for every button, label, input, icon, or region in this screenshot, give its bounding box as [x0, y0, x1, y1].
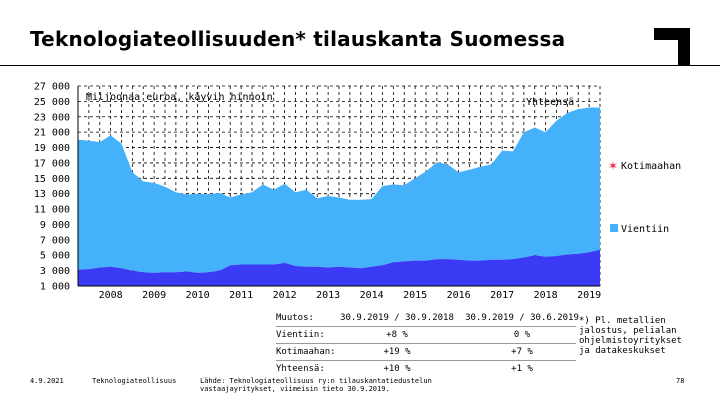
table-cell: +7 % [511, 347, 533, 357]
x-tick-label: 2015 [403, 290, 427, 301]
page-number: 78 [676, 377, 685, 385]
table-header-col1: 30.9.2019 / 30.9.2018 [340, 313, 454, 323]
brand-logo-icon [654, 28, 690, 66]
footnote: *) Pl. metallien jalostus, pelialan ohje… [579, 316, 682, 356]
y-tick-label: 19 000 [34, 143, 70, 154]
x-tick-label: 2016 [447, 290, 471, 301]
footer-org: Teknologiateollisuus [92, 377, 177, 385]
y-tick-label: 17 000 [34, 158, 70, 169]
y-tick-label: 23 000 [34, 112, 70, 123]
y-tick-label: 1 000 [40, 282, 70, 293]
table-header-label: Muutos: [276, 313, 314, 323]
table-row-label: Vientiin: [276, 330, 325, 340]
y-tick-label: 9 000 [40, 220, 70, 231]
x-tick-label: 2011 [229, 290, 253, 301]
y-tick-label: 5 000 [40, 251, 70, 262]
y-tick-label: 15 000 [34, 174, 70, 185]
change-table: Muutos: 30.9.2019 / 30.9.2018 30.9.2019 … [276, 310, 579, 378]
table-cell: 0 % [513, 330, 531, 340]
legend-label-domestic: Kotimaahan [621, 161, 681, 172]
domestic-area [78, 249, 600, 286]
footer-source: Lähde: Teknologiateollisuus ry:n tilausk… [200, 377, 432, 393]
x-tick-label: 2018 [534, 290, 558, 301]
legend-marker-export [610, 224, 618, 232]
y-tick-label: 7 000 [40, 235, 70, 246]
y-tick-label: 3 000 [40, 266, 70, 277]
table-header-row: Muutos: 30.9.2019 / 30.9.2018 30.9.2019 … [276, 310, 579, 327]
table-cell: +19 % [383, 347, 411, 357]
table-row: Yhteensä: +10 % +1 % [276, 361, 576, 378]
x-tick-label: 2017 [490, 290, 514, 301]
x-tick-label: 2014 [360, 290, 384, 301]
table-row: Kotimaahan: +19 % +7 % [276, 344, 576, 361]
x-tick-label: 2019 [577, 290, 601, 301]
header-divider [0, 65, 720, 66]
export-area [78, 107, 600, 273]
y-tick-label: 13 000 [34, 189, 70, 200]
table-header-col2: 30.9.2019 / 30.6.2019 [465, 313, 579, 323]
y-tick-label: 21 000 [34, 128, 70, 139]
x-tick-label: 2010 [186, 290, 210, 301]
legend-marker-domestic: ✶ [608, 159, 618, 173]
x-tick-label: 2013 [316, 290, 340, 301]
table-row-label: Yhteensä: [276, 364, 325, 374]
x-tick-label: 2012 [273, 290, 297, 301]
y-tick-label: 27 000 [34, 82, 70, 93]
table-row-label: Kotimaahan: [276, 347, 336, 357]
table-cell: +1 % [511, 364, 533, 374]
y-tick-label: 25 000 [34, 97, 70, 108]
x-tick-label: 2008 [99, 290, 123, 301]
table-cell: +8 % [386, 330, 408, 340]
total-label: Yhteensä [526, 97, 574, 108]
table-cell: +10 % [383, 364, 411, 374]
chart-subtitle: Miljoonaa euroa, käyvin hinnoin [86, 92, 273, 103]
footer-date: 4.9.2021 [30, 377, 64, 385]
y-tick-label: 11 000 [34, 205, 70, 216]
table-row: Vientiin: +8 % 0 % [276, 327, 576, 344]
page-title: Teknologiateollisuuden* tilauskanta Suom… [30, 27, 566, 51]
x-tick-label: 2009 [142, 290, 166, 301]
legend-label-export: Vientiin [621, 224, 669, 235]
